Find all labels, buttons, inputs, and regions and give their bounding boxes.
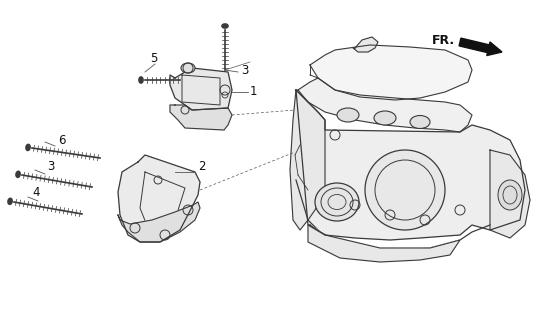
Circle shape (365, 150, 445, 230)
Polygon shape (170, 105, 232, 130)
Polygon shape (118, 155, 200, 242)
Ellipse shape (222, 24, 228, 28)
Polygon shape (490, 150, 530, 238)
Polygon shape (118, 202, 200, 242)
Text: 4: 4 (32, 186, 39, 199)
Polygon shape (310, 45, 472, 100)
Text: 5: 5 (150, 52, 158, 65)
Ellipse shape (410, 116, 430, 129)
Polygon shape (353, 37, 378, 52)
Ellipse shape (337, 108, 359, 122)
FancyArrow shape (459, 38, 502, 56)
Ellipse shape (315, 183, 359, 221)
Ellipse shape (139, 77, 143, 83)
Polygon shape (140, 172, 185, 228)
Text: 3: 3 (47, 160, 54, 173)
Polygon shape (298, 78, 472, 132)
Text: 1: 1 (250, 85, 258, 98)
Ellipse shape (498, 180, 522, 210)
Text: 6: 6 (58, 134, 66, 147)
Text: FR.: FR. (432, 34, 455, 46)
Polygon shape (170, 68, 232, 110)
Polygon shape (308, 225, 460, 262)
Text: 3: 3 (241, 64, 249, 77)
Polygon shape (182, 75, 220, 105)
Ellipse shape (26, 144, 30, 150)
Ellipse shape (181, 63, 195, 73)
Polygon shape (290, 90, 325, 230)
Text: 2: 2 (198, 160, 206, 173)
Polygon shape (296, 90, 525, 240)
Ellipse shape (8, 198, 12, 204)
Ellipse shape (374, 111, 396, 125)
Ellipse shape (16, 171, 20, 177)
